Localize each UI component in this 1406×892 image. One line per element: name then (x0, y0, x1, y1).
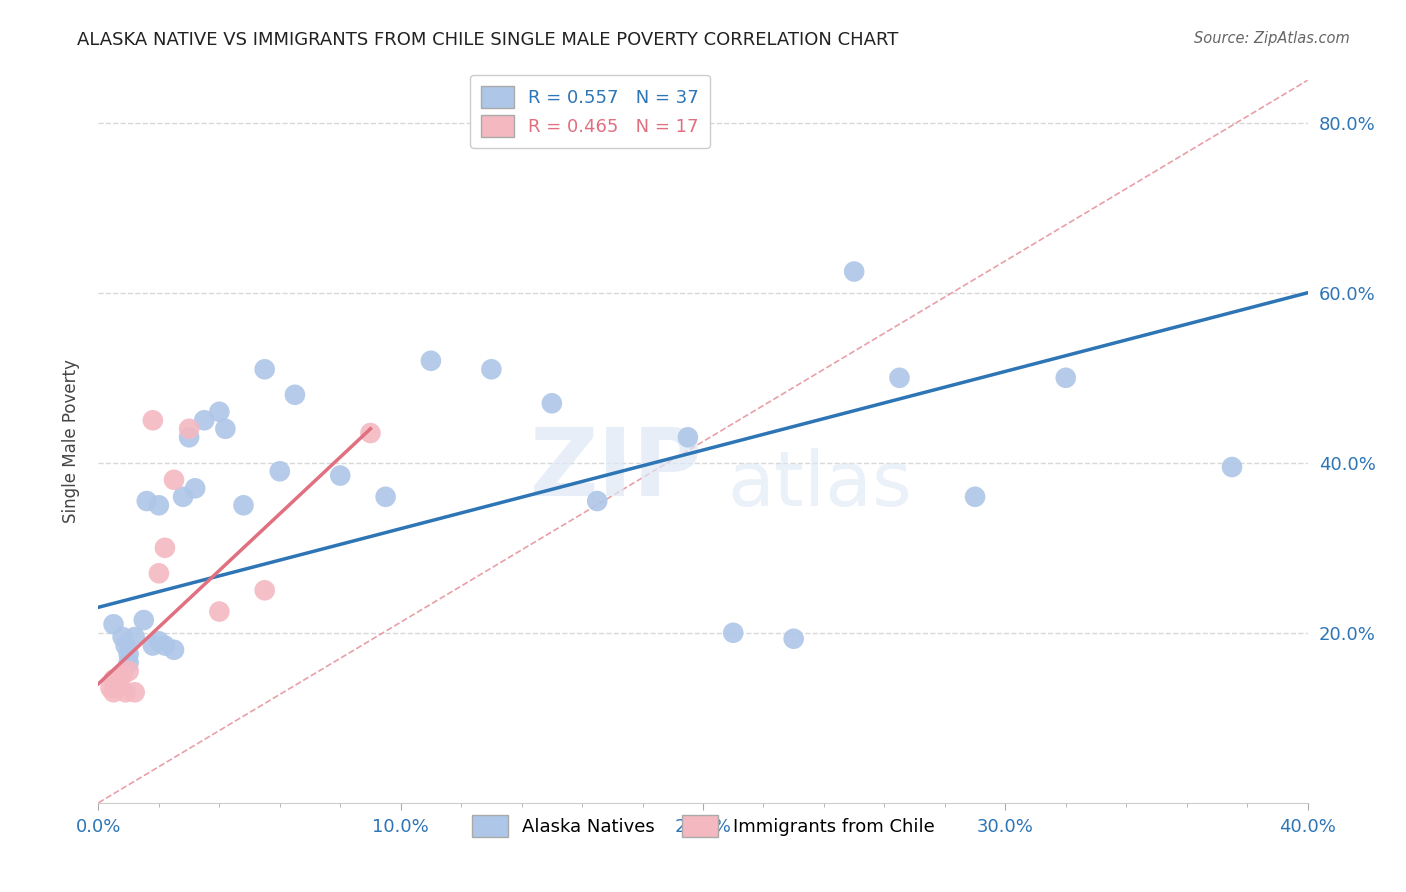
Point (103, 685, 125, 699)
Point (540, 396, 562, 410)
Point (184, 481, 207, 495)
Point (179, 430, 201, 444)
Point (723, 625, 745, 640)
Point (163, 642, 186, 657)
Point (253, 583, 276, 598)
Point (193, 413, 215, 427)
Point (111, 668, 134, 682)
Point (108, 670, 131, 684)
Point (153, 639, 176, 653)
Point (360, 425, 382, 440)
Point (142, 413, 165, 427)
Point (118, 647, 141, 661)
Point (103, 673, 125, 687)
Text: Source: ZipAtlas.com: Source: ZipAtlas.com (1194, 31, 1350, 46)
Point (481, 362, 503, 376)
Point (118, 664, 141, 678)
Point (420, 353, 443, 368)
Point (586, 494, 609, 508)
Point (844, 264, 866, 278)
Point (676, 430, 699, 444)
Point (142, 639, 165, 653)
Point (124, 685, 146, 699)
Point (232, 498, 254, 512)
Point (172, 490, 194, 504)
Point (1220, 460, 1243, 475)
Text: ZIP: ZIP (530, 425, 703, 516)
Point (148, 634, 170, 648)
Point (135, 494, 157, 508)
Point (148, 566, 170, 581)
Point (124, 630, 146, 644)
Point (1054, 371, 1077, 385)
Point (114, 685, 136, 699)
Point (114, 639, 136, 653)
Y-axis label: Single Male Poverty: Single Male Poverty (62, 359, 80, 524)
Point (214, 422, 236, 436)
Point (269, 464, 291, 478)
Point (965, 490, 987, 504)
Point (253, 362, 276, 376)
Point (783, 632, 806, 646)
Point (132, 613, 155, 627)
Text: ALASKA NATIVE VS IMMIGRANTS FROM CHILE SINGLE MALE POVERTY CORRELATION CHART: ALASKA NATIVE VS IMMIGRANTS FROM CHILE S… (77, 31, 898, 49)
Point (179, 422, 201, 436)
Point (100, 681, 122, 695)
Point (103, 617, 125, 632)
Point (105, 681, 128, 695)
Point (148, 498, 170, 512)
Point (153, 541, 176, 555)
Legend: Alaska Natives, Immigrants from Chile: Alaska Natives, Immigrants from Chile (464, 808, 942, 845)
Point (208, 405, 231, 419)
Point (329, 468, 352, 483)
Point (208, 605, 231, 619)
Point (118, 656, 141, 670)
Point (163, 473, 186, 487)
Point (111, 630, 134, 644)
Point (374, 490, 396, 504)
Point (889, 371, 911, 385)
Point (284, 388, 307, 402)
Text: atlas: atlas (727, 448, 912, 522)
